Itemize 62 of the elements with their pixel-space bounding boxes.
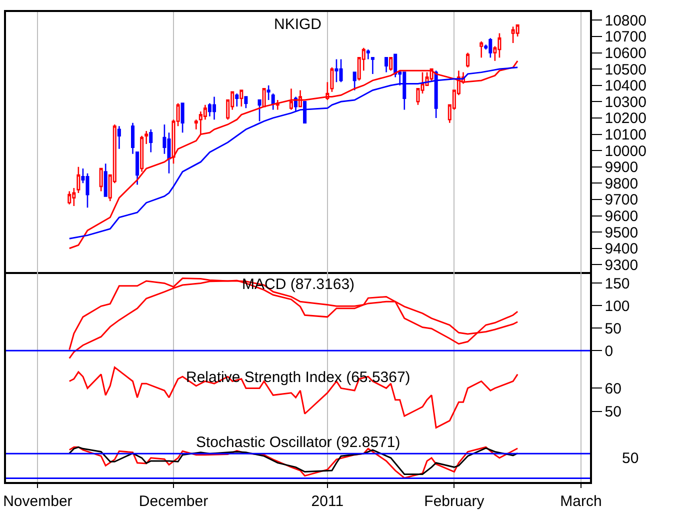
y-tick-label: 9900 [604, 159, 638, 176]
candlestick [149, 128, 153, 153]
y-tick-label: 60 [604, 380, 622, 398]
y-tick-label: 9300 [604, 256, 638, 274]
candlestick [266, 84, 270, 101]
candlestick [131, 122, 135, 154]
candlestick [366, 48, 370, 60]
y-tick-label: 10500 [604, 61, 646, 78]
y-tick-label: 10200 [604, 110, 646, 128]
candlestick [212, 96, 216, 120]
y-tick-label: 9400 [604, 240, 638, 258]
candlestick [104, 162, 108, 197]
candlestick [144, 130, 148, 145]
candlestick [271, 92, 275, 110]
candlestick [99, 168, 103, 192]
y-tick-label: 10100 [604, 126, 646, 144]
candlestick [384, 56, 388, 73]
candlestick [262, 88, 266, 108]
candlestick [136, 152, 140, 186]
y-tick-label: 0 [604, 342, 614, 360]
candlestick [480, 40, 484, 58]
candlestick [240, 90, 244, 108]
candlestick [303, 101, 307, 124]
candlestick [140, 135, 144, 172]
candlestick [370, 56, 374, 75]
candlestick [117, 125, 121, 150]
x-tick-label: 2011 [311, 492, 344, 510]
y-tick-label: 9600 [604, 208, 638, 226]
candlestick [466, 52, 470, 68]
y-tick-label: 10700 [604, 28, 646, 46]
y-tick-label: 10400 [604, 78, 646, 95]
y-tick-label: 9800 [604, 175, 638, 192]
y-tick-label: 100 [604, 298, 630, 315]
candlestick [289, 88, 293, 110]
y-tick-label: 50 [604, 320, 622, 338]
candlestick [434, 70, 438, 119]
candlestick [330, 66, 334, 93]
candlestick [244, 96, 248, 109]
candlestick [68, 190, 72, 205]
candlestick [258, 99, 262, 122]
y-tick-label: 9700 [604, 192, 638, 209]
candlestick [389, 56, 393, 72]
y-tick-label: 50 [604, 404, 622, 421]
y-tick-label: 150 [604, 275, 630, 292]
candlestick [298, 90, 302, 108]
candlestick [180, 102, 184, 134]
line-series [68, 366, 518, 428]
y-tick-label: 9500 [604, 224, 638, 242]
y-tick-label: 10800 [604, 12, 646, 30]
candlestick [352, 72, 356, 91]
x-tick-label: November [3, 492, 72, 510]
chart-title: Stochastic Oscillator (92.8571) [196, 434, 400, 451]
chart-title: NKIGD [274, 16, 322, 33]
x-tick-label: February [424, 492, 485, 510]
y-tick-label: 10000 [604, 142, 646, 160]
y-tick-label: 10600 [604, 45, 646, 62]
x-tick-label: March [560, 492, 602, 510]
candlestick [235, 92, 239, 108]
y-tick-label: 10300 [604, 94, 646, 111]
x-tick-label: December [138, 492, 208, 510]
candlestick [76, 166, 80, 194]
candlestick [194, 118, 198, 130]
